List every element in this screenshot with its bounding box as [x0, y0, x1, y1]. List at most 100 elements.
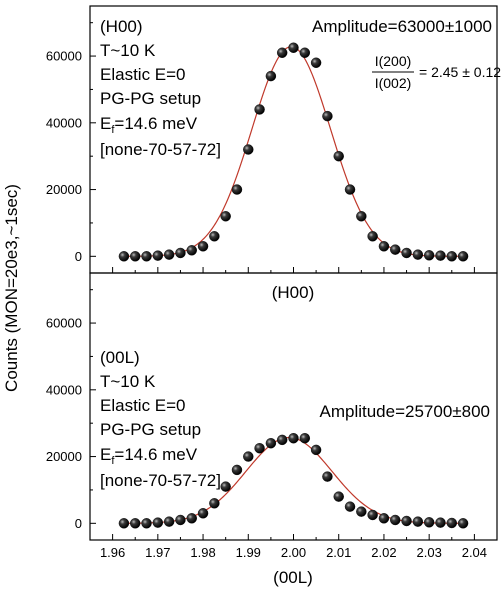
bottom-label-1: T~10 K [100, 372, 156, 391]
top-ef-rest: =14.6 meV [114, 114, 197, 133]
y-tick-label-bottom: 20000 [46, 449, 82, 464]
data-point-bottom [378, 513, 390, 524]
data-point-top [333, 150, 344, 162]
x-tick-label: 1.99 [236, 545, 261, 560]
data-point-top [310, 57, 322, 68]
data-point-top [378, 241, 390, 252]
top-ef-main: E [100, 114, 111, 133]
top-label-1: T~10 K [100, 41, 156, 60]
data-point-top [163, 249, 175, 260]
data-point-top [130, 251, 141, 262]
top-label-3: PG-PG setup [100, 89, 201, 108]
data-point-bottom [457, 518, 469, 529]
top-label-0: (H00) [100, 17, 143, 36]
data-point-top [197, 241, 209, 252]
data-point-top [457, 251, 469, 262]
data-point-bottom [401, 515, 412, 527]
top-panel-annotations: (H00) T~10 K Elastic E=0 PG-PG setup Ef=… [100, 17, 501, 159]
y-tick-label-bottom: 60000 [46, 316, 82, 331]
data-point-top [435, 250, 446, 261]
ratio-numerator: I(200) [375, 53, 412, 69]
data-point-top [231, 184, 243, 195]
data-point-bottom [344, 501, 356, 512]
data-point-bottom [197, 508, 209, 519]
bottom-amplitude: Amplitude=25700±800 [320, 402, 491, 421]
top-ef-sub: f [111, 124, 115, 136]
data-point-bottom [423, 517, 435, 528]
data-point-top [254, 104, 265, 115]
data-point-top [243, 144, 254, 155]
data-point-top [412, 249, 424, 260]
top-ef-label: Ef=14.6 meV [100, 114, 198, 136]
x-tick-label: 1.96 [100, 545, 125, 560]
data-point-bottom [356, 506, 367, 517]
bottom-label-2: Elastic E=0 [100, 396, 186, 415]
data-point-bottom [446, 517, 457, 529]
data-point-bottom [175, 514, 186, 526]
data-point-bottom [243, 451, 254, 462]
ratio-denominator: I(002) [375, 75, 412, 91]
data-point-top [118, 251, 130, 262]
bottom-panel-annotations: (H00) (00L) T~10 K Elastic E=0 PG-PG set… [100, 283, 490, 490]
data-point-bottom [118, 518, 130, 529]
data-point-top [401, 247, 412, 259]
data-point-bottom [333, 491, 344, 502]
data-point-top [356, 211, 367, 222]
y-tick-label-top: 20000 [46, 182, 82, 197]
data-point-top [175, 247, 186, 259]
x-tick-label: 2.02 [371, 545, 396, 560]
data-point-top [220, 211, 231, 222]
data-point-bottom [322, 471, 333, 482]
data-point-top [276, 47, 288, 58]
bottom-ef-sub: f [111, 455, 115, 467]
data-point-top [322, 110, 333, 122]
data-point-bottom [367, 509, 378, 521]
bottom-config-label: [none-70-57-72] [100, 471, 221, 490]
bottom-ef-label: Ef=14.6 meV [100, 445, 198, 467]
data-point-top [209, 231, 220, 242]
data-point-bottom [265, 438, 277, 449]
data-point-bottom [163, 516, 175, 527]
data-point-bottom [276, 434, 288, 446]
bottom-label-3: PG-PG setup [100, 420, 201, 439]
data-point-bottom [209, 498, 220, 509]
y-axis-label: Counts (MON=20e3,~1sec) [2, 184, 21, 392]
chart-marks: 0 20000 40000 60000 0 20000 40000 60000 1.96 1.97… [46, 22, 487, 560]
x-axis-label: (00L) [273, 568, 313, 587]
bottom-label-0: (00L) [100, 348, 140, 367]
data-point-bottom [412, 516, 424, 527]
data-point-bottom [435, 517, 446, 528]
data-point-top [367, 231, 378, 242]
data-point-top [299, 47, 311, 58]
y-tick-label-top: 0 [75, 249, 82, 264]
bottom-ef-rest: =14.6 meV [114, 445, 197, 464]
data-point-bottom [288, 433, 299, 444]
data-point-bottom [299, 433, 311, 444]
x-tick-label: 1.98 [190, 545, 215, 560]
ratio-value: = 2.45 ± 0.12 [419, 64, 501, 80]
data-point-top [344, 184, 356, 195]
y-tick-label-bottom: 0 [75, 516, 82, 531]
data-point-bottom [310, 444, 322, 456]
data-point-bottom [220, 481, 231, 492]
bottom-ef-main: E [100, 445, 111, 464]
top-config-label: [none-70-57-72] [100, 140, 221, 159]
data-point-top [423, 250, 435, 261]
top-label-2: Elastic E=0 [100, 65, 186, 84]
data-point-bottom [141, 518, 152, 529]
data-point-top [141, 251, 152, 262]
x-tick-label: 2.00 [281, 545, 306, 560]
data-point-bottom [130, 518, 141, 529]
data-point-top [288, 42, 299, 53]
data-point-bottom [152, 517, 164, 528]
x-tick-label: 2.03 [417, 545, 442, 560]
data-point-top [265, 70, 277, 82]
y-tick-label-top: 40000 [46, 115, 82, 130]
top-amplitude: Amplitude=63000±1000 [312, 17, 492, 36]
data-point-bottom [254, 443, 265, 454]
x-tick-label: 1.97 [145, 545, 170, 560]
data-point-top [186, 245, 197, 256]
y-tick-label-bottom: 40000 [46, 382, 82, 397]
data-point-bottom [231, 464, 243, 476]
